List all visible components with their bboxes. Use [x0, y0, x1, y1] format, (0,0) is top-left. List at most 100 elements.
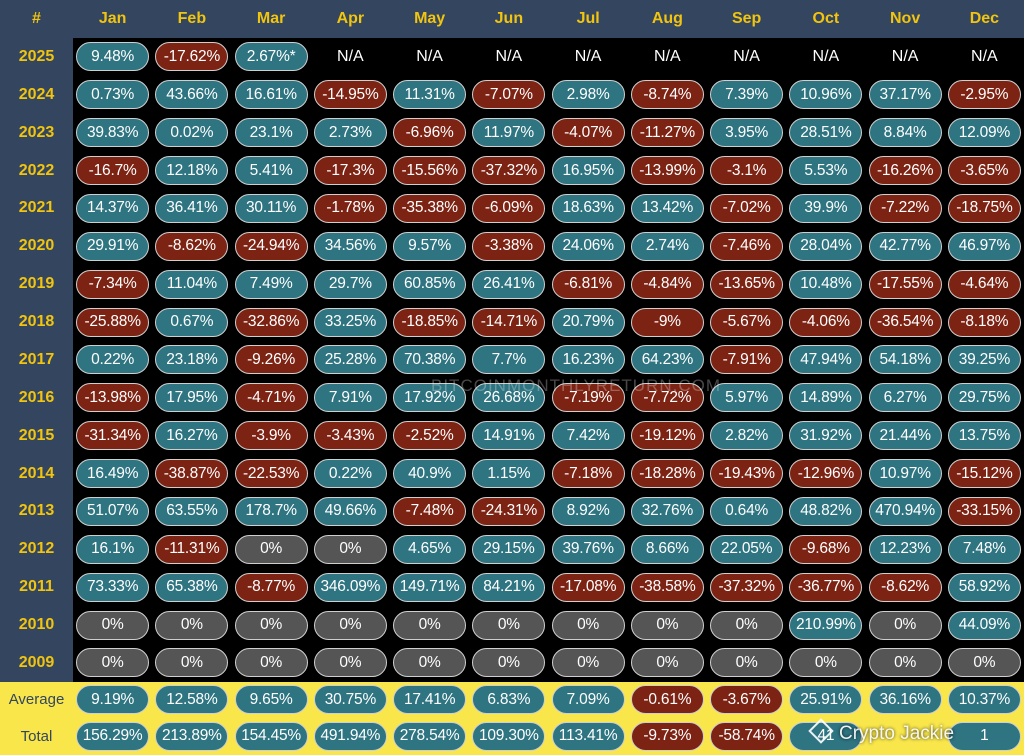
heatmap-cell: 49.66%: [310, 492, 390, 531]
heatmap-cell: 2.73%: [310, 113, 390, 152]
heatmap-cell: -12.96%: [786, 454, 866, 493]
heatmap-cell: -19.43%: [707, 454, 787, 493]
return-pill: -14.71%: [472, 307, 546, 337]
heatmap-cell: 7.39%: [707, 75, 787, 114]
return-pill: -2.52%: [393, 421, 467, 451]
heatmap-cell: 44.09%: [944, 606, 1024, 644]
heatmap-cell: 31.92%: [786, 416, 866, 455]
return-pill: 60.85%: [393, 269, 467, 299]
return-pill: 49.66%: [313, 496, 387, 526]
return-pill: 9.57%: [393, 231, 467, 261]
heatmap-cell: -4.71%: [231, 378, 311, 417]
row-label-2011: 2011: [0, 568, 73, 607]
heatmap-cell: -8.62%: [865, 568, 945, 607]
return-pill: 6.83%: [472, 685, 546, 715]
return-pill: 30.11%: [234, 193, 308, 223]
heatmap-cell: 0%: [944, 644, 1024, 682]
heatmap-cell: 0%: [73, 644, 153, 682]
return-pill: 84.21%: [472, 572, 546, 602]
return-pill: -4.71%: [234, 383, 308, 413]
heatmap-cell: 29.91%: [73, 227, 153, 266]
heatmap-cell: 40.9%: [390, 454, 470, 493]
heatmap-cell: 42.77%: [865, 227, 945, 266]
heatmap-cell: -19.12%: [627, 416, 707, 455]
return-pill: 29.7%: [313, 269, 387, 299]
heatmap-cell: 1.15%: [469, 454, 549, 493]
heatmap-cell: -36.77%: [786, 568, 866, 607]
heatmap-cell: -6.96%: [390, 113, 470, 152]
heatmap-cell: 20.79%: [548, 303, 628, 341]
heatmap-cell: N/A: [469, 38, 549, 76]
return-pill: 7.91%: [313, 383, 387, 413]
return-pill: -37.32%: [472, 156, 546, 186]
heatmap-cell: -3.1%: [707, 151, 787, 190]
return-pill: 0%: [868, 648, 942, 678]
heatmap-cell: 149.71%: [390, 568, 470, 607]
cell-value: N/A: [337, 47, 364, 65]
heatmap-cell: 0%: [469, 606, 549, 644]
return-pill: 10.48%: [789, 269, 863, 299]
heatmap-cell: 0%: [152, 644, 232, 682]
heatmap-cell: N/A: [707, 38, 787, 76]
return-pill: -7.72%: [630, 383, 704, 413]
return-pill: 210.99%: [789, 610, 863, 640]
heatmap-cell: -3.67%: [707, 681, 787, 718]
heatmap-cell: 30.11%: [231, 189, 311, 228]
heatmap-cell: -7.19%: [548, 378, 628, 417]
heatmap-cell: 0%: [310, 644, 390, 682]
return-pill: 4.65%: [393, 534, 467, 564]
row-label-average: Average: [0, 681, 73, 718]
heatmap-cell: -11.31%: [152, 530, 232, 569]
row-label-2014: 2014: [0, 454, 73, 493]
heatmap-cell: 11.97%: [469, 113, 549, 152]
return-pill: -18.75%: [947, 193, 1021, 223]
heatmap-cell: -9%: [627, 303, 707, 341]
return-pill: 213.89%: [155, 721, 229, 751]
heatmap-cell: 43.66%: [152, 75, 232, 114]
heatmap-cell: 34.56%: [310, 227, 390, 266]
heatmap-cell: 13.42%: [627, 189, 707, 228]
heatmap-cell: 18.63%: [548, 189, 628, 228]
heatmap-cell: 16.23%: [548, 341, 628, 379]
heatmap-cell: -11.27%: [627, 113, 707, 152]
return-pill: 13.42%: [630, 193, 704, 223]
heatmap-cell: -58.74%: [707, 717, 787, 755]
heatmap-cell: 178.7%: [231, 492, 311, 531]
heatmap-cell: 7.7%: [469, 341, 549, 379]
month-header-dec: Dec: [944, 0, 1024, 38]
heatmap-cell: 23.18%: [152, 341, 232, 379]
return-pill: -31.34%: [76, 421, 150, 451]
heatmap-cell: 0%: [310, 606, 390, 644]
return-pill: 0%: [313, 610, 387, 640]
heatmap-cell: -4.06%: [786, 303, 866, 341]
row-label-2020: 2020: [0, 227, 73, 266]
heatmap-cell: 0%: [865, 644, 945, 682]
heatmap-cell: -18.75%: [944, 189, 1024, 228]
return-pill: 28.51%: [789, 118, 863, 148]
return-pill: 0%: [630, 610, 704, 640]
return-pill: -11.31%: [155, 534, 229, 564]
return-pill: 9.19%: [76, 685, 150, 715]
heatmap-cell: -3.43%: [310, 416, 390, 455]
heatmap-cell: 16.49%: [73, 454, 153, 493]
heatmap-cell: -17.3%: [310, 151, 390, 190]
return-pill: -7.07%: [472, 80, 546, 110]
heatmap-cell: 0%: [865, 606, 945, 644]
return-pill: 0%: [472, 610, 546, 640]
return-pill: 0%: [234, 610, 308, 640]
heatmap-cell: 346.09%: [310, 568, 390, 607]
return-pill: 22.05%: [710, 534, 784, 564]
heatmap-cell: -7.91%: [707, 341, 787, 379]
heatmap-cell: 39.9%: [786, 189, 866, 228]
heatmap-cell: 0%: [310, 530, 390, 569]
return-pill: 0%: [551, 648, 625, 678]
return-pill: -1.78%: [313, 193, 387, 223]
heatmap-cell: 26.41%: [469, 265, 549, 304]
return-pill: 40.9%: [393, 459, 467, 489]
return-pill: 65.38%: [155, 572, 229, 602]
return-pill: 0%: [313, 648, 387, 678]
return-pill: -6.96%: [393, 118, 467, 148]
heatmap-cell: 0.64%: [707, 492, 787, 531]
return-pill: 41: [789, 721, 863, 751]
heatmap-cell: 10.96%: [786, 75, 866, 114]
